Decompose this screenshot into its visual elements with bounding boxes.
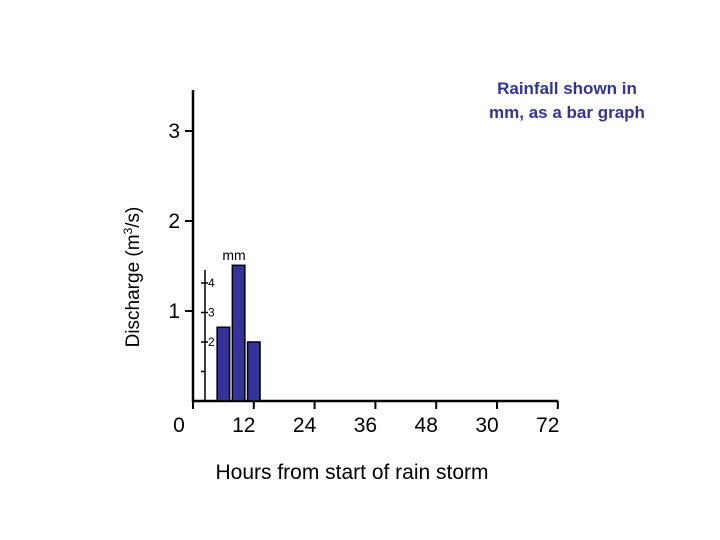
- rainfall-bar: [216, 326, 231, 402]
- y-axis-title-sup: 3: [121, 227, 135, 234]
- y-tick-label: 3: [168, 120, 180, 143]
- x-tick-label: 30: [475, 414, 498, 437]
- x-tick-label: 12: [232, 414, 255, 437]
- rainfall-unit-label: mm: [222, 247, 245, 263]
- x-axis-title: Hours from start of rain storm: [215, 461, 488, 484]
- y-tick-label: 2: [168, 210, 180, 233]
- rainfall-tick-label: 2: [208, 335, 215, 349]
- x-tick-label: 0: [173, 414, 185, 437]
- rainfall-bar: [231, 264, 246, 402]
- rainfall-bar: [246, 341, 261, 402]
- y-tick-label: 1: [168, 300, 180, 323]
- y-axis-title-end: /s): [123, 207, 144, 228]
- x-tick-label: 72: [536, 414, 559, 437]
- x-tick-label: 24: [293, 414, 317, 437]
- annotation-line-2: mm, as a bar graph: [489, 103, 645, 122]
- rainfall-tick-label: 4: [208, 276, 215, 290]
- x-tick-label: 48: [415, 414, 438, 437]
- y-axis-ticks: 1 2 3: [168, 120, 193, 323]
- annotation-line-1: Rainfall shown in: [497, 79, 637, 98]
- rainfall-axis-ticks: 2 3 4: [201, 276, 215, 373]
- y-axis-title-main: Discharge (m: [123, 234, 144, 347]
- x-axis-ticks: 0 12 24 36 48 30 72: [173, 401, 559, 437]
- x-tick-label: 36: [354, 414, 377, 437]
- rainfall-bars: [216, 264, 261, 402]
- rainfall-tick-label: 3: [208, 306, 215, 320]
- y-axis-title: Discharge (m3/s): [121, 207, 144, 348]
